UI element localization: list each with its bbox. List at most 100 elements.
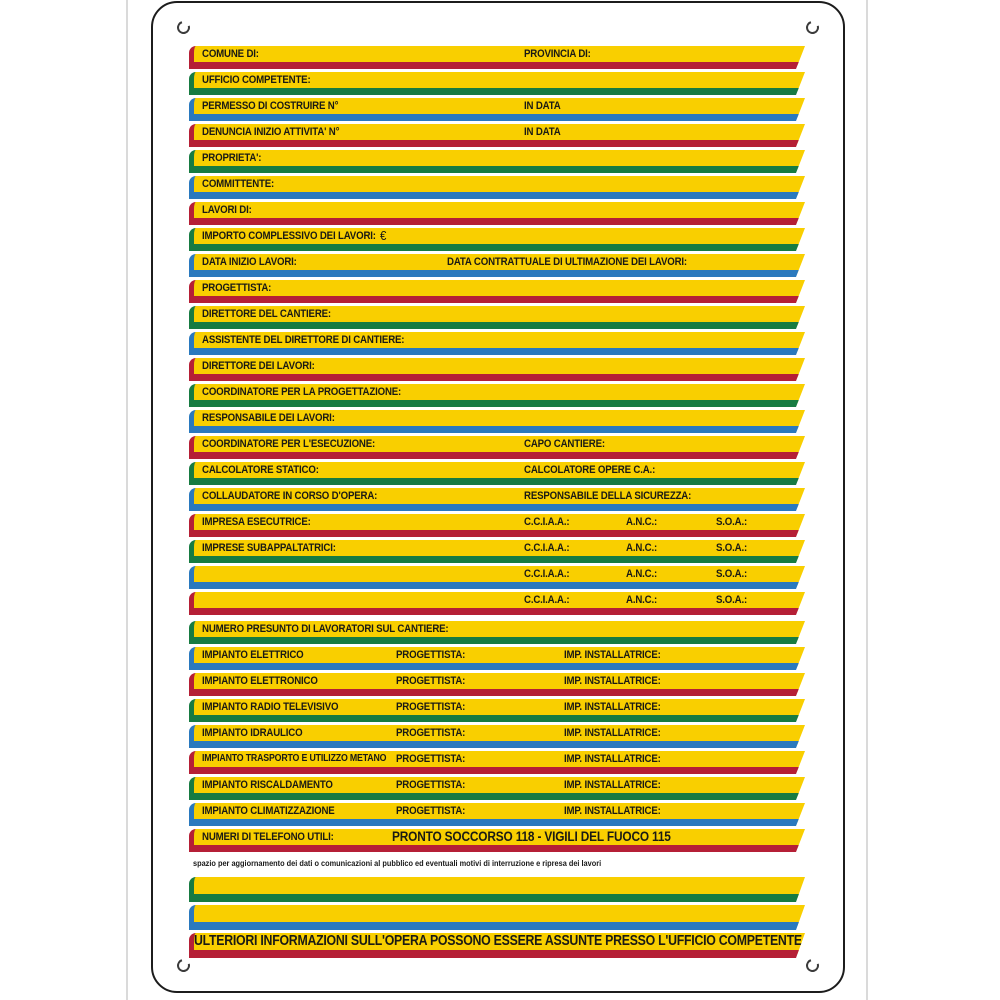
field-label: A.N.C.:: [626, 516, 658, 528]
field-label: A.N.C.:: [626, 568, 658, 580]
sign-row: IMPORTO COMPLESSIVO DEI LAVORI: €: [189, 228, 805, 251]
field-label: IMPIANTO ELETTRICO: [202, 649, 304, 661]
sign-rows: COMUNE DI: PROVINCIA DI: UFFICIO COMPETENT…: [189, 46, 805, 961]
sign-row: PERMESSO DI COSTRUIRE N° IN DATA: [189, 98, 805, 121]
field-label: A.N.C.:: [626, 542, 658, 554]
sign-row: IMPIANTO ELETTRICO PROGETTISTA: IMP. INSTA…: [189, 647, 805, 670]
rows-section-impianti: NUMERO PRESUNTO DI LAVORATORI SUL CANTIE…: [189, 621, 805, 852]
sign-row: COMUNE DI: PROVINCIA DI:: [189, 46, 805, 69]
sign-row: IMPIANTO CLIMATIZZAZIONE PROGETTISTA: IMP.…: [189, 803, 805, 826]
sign-row: PROGETTISTA:: [189, 280, 805, 303]
field-label: PROGETTISTA:: [396, 779, 466, 791]
field-label: LAVORI DI:: [202, 204, 252, 216]
field-label: PROGETTISTA:: [396, 701, 466, 713]
sign-row: IMPIANTO RISCALDAMENTO PROGETTISTA: IMP. I…: [189, 777, 805, 800]
field-label: IMPIANTO RADIO TELEVISIVO: [202, 701, 339, 713]
field-label: PROGETTISTA:: [396, 675, 466, 687]
sign-row: [189, 877, 805, 902]
field-label: COMMITTENTE:: [202, 178, 275, 190]
sign-row: ULTERIORI INFORMAZIONI SULL'OPERA POSSON…: [189, 933, 805, 958]
field-label: COLLAUDATORE IN CORSO D'OPERA:: [202, 490, 378, 502]
field-label: S.O.A.:: [716, 568, 748, 580]
mounting-hole-top-left: [174, 18, 193, 37]
field-label: PROPRIETA':: [202, 152, 262, 164]
field-label: IMPIANTO TRASPORTO E UTILIZZO METANO: [202, 753, 387, 764]
sign-row: IMPRESE SUBAPPALTATRICI: C.C.I.A.A.: A.N.C…: [189, 540, 805, 563]
field-label: C.C.I.A.A.:: [524, 542, 570, 554]
field-label: IMP. INSTALLATRICE:: [564, 753, 661, 765]
field-label: PROGETTISTA:: [396, 727, 466, 739]
sign-row: LAVORI DI:: [189, 202, 805, 225]
field-label: A.N.C.:: [626, 594, 658, 606]
rows-section-general: COMUNE DI: PROVINCIA DI: UFFICIO COMPETENT…: [189, 46, 805, 615]
background-edge-right: [866, 0, 868, 1000]
field-label: UFFICIO COMPETENTE:: [202, 74, 311, 86]
field-label: IMPRESA ESECUTRICE:: [202, 516, 311, 528]
field-label: PROGETTISTA:: [396, 649, 466, 661]
sign-row: IMPIANTO RADIO TELEVISIVO PROGETTISTA: IMP…: [189, 699, 805, 722]
mounting-hole-bottom-right: [803, 956, 822, 975]
field-label: RESPONSABILE DELLA SICUREZZA:: [524, 490, 692, 502]
field-label: IMP. INSTALLATRICE:: [564, 701, 661, 713]
field-label: IMPIANTO RISCALDAMENTO: [202, 779, 333, 791]
field-label: IMPIANTO IDRAULICO: [202, 727, 303, 739]
sign-row: IMPIANTO IDRAULICO PROGETTISTA: IMP. INSTA…: [189, 725, 805, 748]
sign-row: C.C.I.A.A.: A.N.C.: S.O.A.:: [189, 566, 805, 589]
field-label: PROVINCIA DI:: [524, 48, 591, 60]
field-label: PROGETTISTA:: [396, 753, 466, 765]
sign-row: ASSISTENTE DEL DIRETTORE DI CANTIERE:: [189, 332, 805, 355]
sign-row: NUMERO PRESUNTO DI LAVORATORI SUL CANTIE…: [189, 621, 805, 644]
field-label: COMUNE DI:: [202, 48, 259, 60]
field-label: DATA INIZIO LAVORI:: [202, 256, 297, 268]
sign-row: COORDINATORE PER LA PROGETTAZIONE:: [189, 384, 805, 407]
field-label: NUMERO PRESUNTO DI LAVORATORI SUL CANTIE…: [202, 623, 449, 635]
field-label: DIRETTORE DEI LAVORI:: [202, 360, 315, 372]
sign-row: IMPIANTO ELETTRONICO PROGETTISTA: IMP. INS…: [189, 673, 805, 696]
mounting-hole-top-right: [803, 18, 822, 37]
field-label: PROGETTISTA:: [202, 282, 272, 294]
field-label: IMP. INSTALLATRICE:: [564, 727, 661, 739]
field-label: DENUNCIA INIZIO ATTIVITA' N°: [202, 126, 340, 138]
sign-row: DIRETTORE DEI LAVORI:: [189, 358, 805, 381]
sign-row: C.C.I.A.A.: A.N.C.: S.O.A.:: [189, 592, 805, 615]
sign-row: NUMERI DI TELEFONO UTILI: PRONTO SOCCORSO…: [189, 829, 805, 852]
field-label: DIRETTORE DEL CANTIERE:: [202, 308, 331, 320]
update-space-caption: spazio per aggiornamento dei dati o comu…: [193, 859, 602, 868]
sign-row: COLLAUDATORE IN CORSO D'OPERA: RESPONSABI…: [189, 488, 805, 511]
field-label: S.O.A.:: [716, 594, 748, 606]
field-label: CAPO CANTIERE:: [524, 438, 605, 450]
sign-row: PROPRIETA':: [189, 150, 805, 173]
field-label: IN DATA: [524, 100, 561, 112]
field-label: IMP. INSTALLATRICE:: [564, 675, 661, 687]
field-label: COORDINATORE PER LA PROGETTAZIONE:: [202, 386, 402, 398]
field-label: PERMESSO DI COSTRUIRE N°: [202, 100, 339, 112]
sign-row: IMPIANTO TRASPORTO E UTILIZZO METANO PROG…: [189, 751, 805, 774]
field-label: €: [380, 228, 387, 243]
rows-section-footer: ULTERIORI INFORMAZIONI SULL'OPERA POSSON…: [189, 877, 805, 958]
field-label: IMP. INSTALLATRICE:: [564, 649, 661, 661]
field-label: S.O.A.:: [716, 516, 748, 528]
field-label: IN DATA: [524, 126, 561, 138]
field-label: C.C.I.A.A.:: [524, 516, 570, 528]
field-label: DATA CONTRATTUALE DI ULTIMAZIONE DEI LAV…: [447, 256, 687, 268]
field-label: IMP. INSTALLATRICE:: [564, 779, 661, 791]
field-label: NUMERI DI TELEFONO UTILI:: [202, 831, 334, 843]
field-label: PROGETTISTA:: [396, 805, 466, 817]
field-label: IMPORTO COMPLESSIVO DEI LAVORI:: [202, 230, 376, 242]
sign-row: DATA INIZIO LAVORI: DATA CONTRATTUALE DI …: [189, 254, 805, 277]
field-label: IMPRESE SUBAPPALTATRICI:: [202, 542, 336, 554]
field-label: RESPONSABILE DEI LAVORI:: [202, 412, 335, 424]
sign-row: CALCOLATORE STATICO: CALCOLATORE OPERE C.…: [189, 462, 805, 485]
sign-row: RESPONSABILE DEI LAVORI:: [189, 410, 805, 433]
sign-row: COORDINATORE PER L'ESECUZIONE: CAPO CANTI…: [189, 436, 805, 459]
field-label: COORDINATORE PER L'ESECUZIONE:: [202, 438, 376, 450]
field-label: PRONTO SOCCORSO 118 - VIGILI DEL FUOCO 1…: [392, 829, 671, 844]
field-label: CALCOLATORE OPERE C.A.:: [524, 464, 656, 476]
field-label: CALCOLATORE STATICO:: [202, 464, 319, 476]
sign-row: UFFICIO COMPETENTE:: [189, 72, 805, 95]
sign-row: DENUNCIA INIZIO ATTIVITA' N° IN DATA: [189, 124, 805, 147]
field-label: IMPIANTO ELETTRONICO: [202, 675, 318, 687]
field-label: IMP. INSTALLATRICE:: [564, 805, 661, 817]
sign-row: IMPRESA ESECUTRICE: C.C.I.A.A.: A.N.C.: S.O…: [189, 514, 805, 537]
